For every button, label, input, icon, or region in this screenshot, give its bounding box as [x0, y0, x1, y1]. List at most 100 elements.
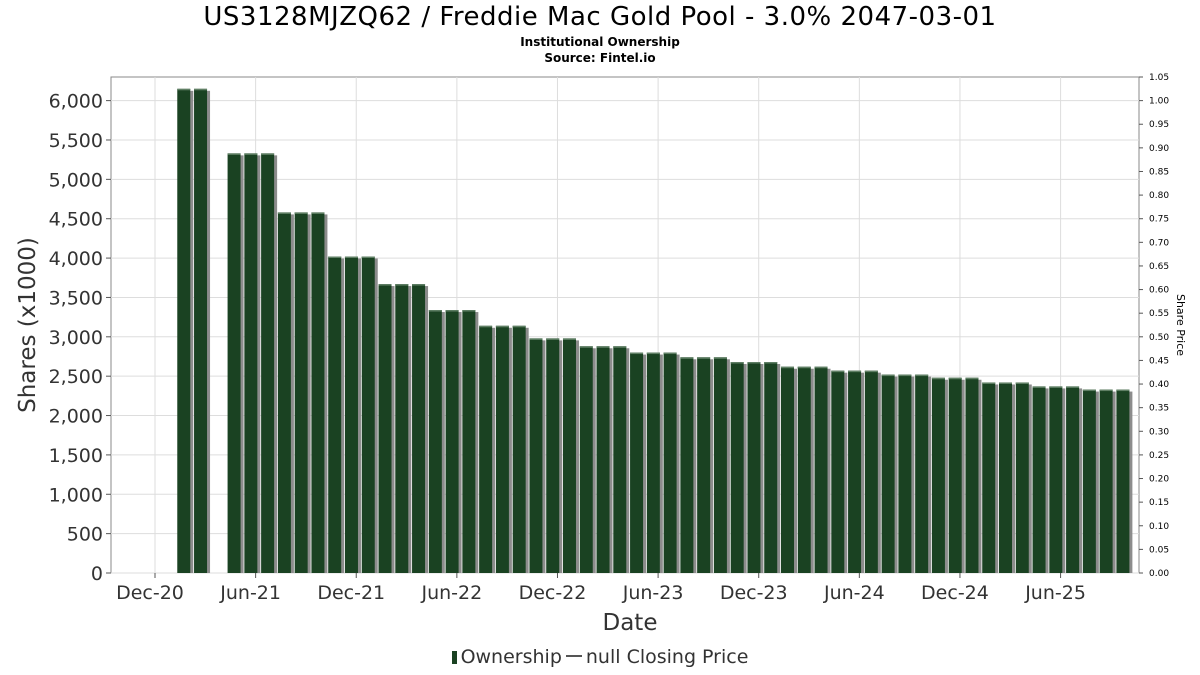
bar[interactable] [244, 153, 258, 573]
bar[interactable] [462, 310, 476, 573]
bar[interactable] [1082, 389, 1096, 573]
x-tick-label: Jun-22 [420, 582, 482, 604]
bar[interactable] [412, 284, 426, 573]
bar[interactable] [764, 362, 778, 573]
bar[interactable] [999, 382, 1012, 573]
bar[interactable] [546, 338, 560, 573]
y2-tick-label: 0.20 [1149, 475, 1169, 485]
bar[interactable] [982, 382, 996, 573]
bar[interactable] [395, 284, 409, 573]
bar[interactable] [1066, 386, 1080, 573]
legend-price-label[interactable]: null Closing Price [585, 646, 749, 668]
legend-ownership-label[interactable]: Ownership [460, 646, 562, 668]
bar[interactable] [562, 338, 576, 573]
bar[interactable] [797, 366, 811, 573]
y-tick-label: 4,000 [49, 248, 103, 270]
bar[interactable] [814, 366, 828, 573]
bar-highlight [965, 377, 979, 380]
bar[interactable] [881, 374, 895, 573]
y-tick-label: 2,000 [49, 406, 103, 428]
bar-highlight [646, 352, 660, 355]
bar[interactable] [1116, 389, 1130, 573]
y-tick-label: 3,000 [49, 327, 103, 349]
bar[interactable] [697, 357, 711, 573]
bar-highlight [579, 346, 593, 348]
chart-subtitle: Institutional Ownership [520, 35, 680, 49]
bar[interactable] [1099, 389, 1113, 573]
bar[interactable] [261, 153, 275, 573]
bar-highlight [1099, 389, 1113, 392]
bar[interactable] [1015, 382, 1029, 573]
bar-highlight [1082, 389, 1096, 392]
x-tick-label: Jun-21 [219, 582, 281, 604]
bar[interactable] [328, 256, 342, 573]
y-tick-label: 5,500 [49, 130, 103, 152]
bar[interactable] [915, 374, 929, 573]
bar[interactable] [344, 256, 358, 573]
bar-highlight [1049, 386, 1063, 388]
bar[interactable] [848, 370, 862, 573]
bar[interactable] [277, 212, 291, 573]
x-tick-label: Dec-20 [116, 582, 184, 604]
bar-highlight [780, 366, 794, 369]
y2-tick-label: 0.75 [1149, 215, 1169, 225]
bar[interactable] [663, 352, 677, 573]
bar-highlight [898, 374, 912, 377]
bar[interactable] [831, 370, 845, 573]
bar-highlight [512, 325, 526, 328]
bar[interactable] [529, 338, 543, 573]
bar[interactable] [445, 310, 459, 573]
y-tick-label: 5,000 [49, 169, 103, 191]
bar-highlight [445, 310, 459, 312]
bar[interactable] [730, 362, 744, 573]
y-tick-label: 1,500 [49, 445, 103, 467]
bar[interactable] [428, 310, 442, 573]
bar-highlight [529, 338, 543, 340]
bar[interactable] [194, 88, 208, 574]
bar[interactable] [579, 346, 593, 573]
bar[interactable] [864, 370, 878, 573]
bar-highlight [546, 338, 560, 340]
bar[interactable] [680, 357, 694, 573]
bar-highlight [630, 352, 644, 355]
bar[interactable] [361, 256, 375, 573]
bar[interactable] [747, 362, 761, 573]
y-tick-label: 0 [91, 563, 103, 585]
bar[interactable] [780, 366, 794, 573]
bar[interactable] [378, 284, 392, 573]
bar-highlight [1032, 386, 1046, 388]
y2-tick-label: 0.30 [1149, 427, 1169, 437]
bar[interactable] [965, 377, 979, 573]
bar[interactable] [931, 377, 945, 573]
bar[interactable] [596, 346, 610, 573]
y2-tick-label: 0.00 [1149, 569, 1169, 579]
bar[interactable] [495, 325, 509, 573]
bar[interactable] [613, 346, 627, 573]
bar[interactable] [227, 153, 241, 573]
y2-tick-label: 0.35 [1149, 404, 1169, 414]
bar-highlight [982, 382, 996, 384]
bar[interactable] [294, 212, 308, 573]
bar[interactable] [1032, 386, 1046, 573]
y-tick-label: 2,500 [49, 366, 103, 388]
bar[interactable] [479, 325, 493, 573]
bar-highlight [428, 310, 442, 312]
bar-highlight [328, 256, 342, 259]
bar[interactable] [948, 377, 962, 573]
bar-highlight [1116, 389, 1130, 392]
bar[interactable] [177, 88, 191, 574]
bar[interactable] [898, 374, 912, 573]
y2-tick-label: 0.50 [1149, 333, 1169, 343]
bar[interactable] [713, 357, 727, 573]
x-tick-label: Jun-24 [823, 582, 885, 604]
y-axis-title: Shares (x1000) [15, 237, 41, 413]
bar-highlight [244, 153, 258, 155]
x-tick-label: Dec-23 [720, 582, 788, 604]
bar-highlight [915, 374, 929, 377]
y-tick-label: 500 [67, 524, 103, 546]
bar[interactable] [311, 212, 325, 573]
bar[interactable] [646, 352, 660, 573]
bar[interactable] [512, 325, 526, 573]
bar[interactable] [630, 352, 644, 573]
bar[interactable] [1049, 386, 1063, 573]
